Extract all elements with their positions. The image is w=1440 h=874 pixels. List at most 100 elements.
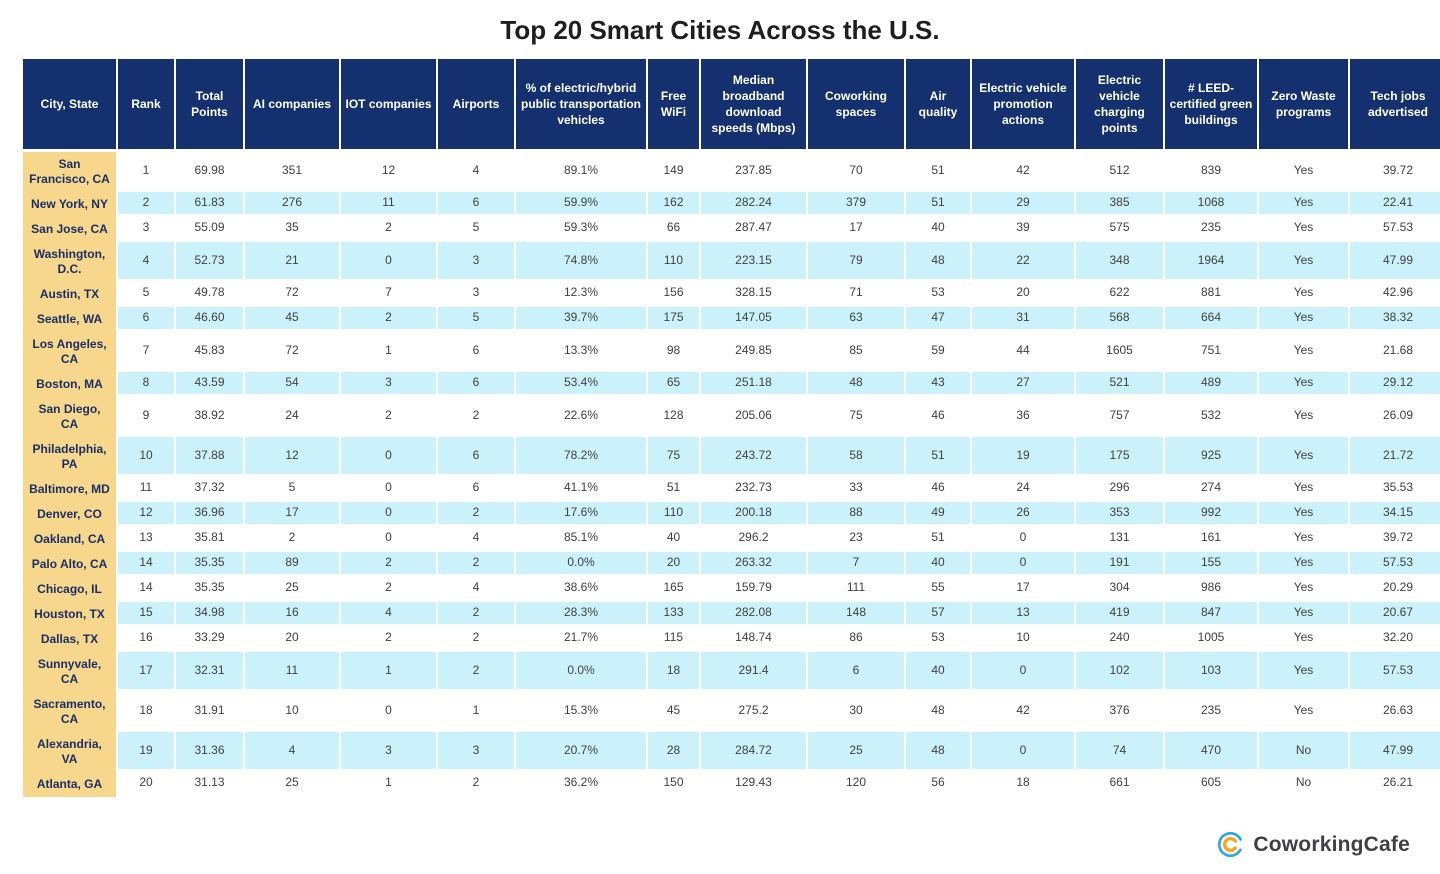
city-cell: New York, NY: [23, 192, 116, 217]
cell-coworking: 148: [808, 602, 904, 627]
cell-airports: 2: [438, 652, 514, 692]
table-row: Sacramento, CA 18 31.91 10 0 1 15.3% 45 275.2 30 4…: [23, 692, 1440, 732]
table-row: Alexandria, VA 19 31.36 4 3 3 20.7% 28 284.72 25 4…: [23, 732, 1440, 772]
cell-rank: 14: [118, 552, 174, 577]
cell-ev_charging: 622: [1076, 282, 1163, 307]
page-title: Top 20 Smart Cities Across the U.S.: [500, 15, 940, 45]
cell-coworking: 7: [808, 552, 904, 577]
cell-ev_charging: 304: [1076, 577, 1163, 602]
cell-tech_jobs: 22.41: [1350, 192, 1440, 217]
cell-airports: 2: [438, 397, 514, 437]
cell-broadband: 159.79: [701, 577, 806, 602]
cell-ai: 10: [245, 692, 339, 732]
column-header-broadband: Median broadband download speeds (Mbps): [701, 59, 806, 152]
cell-airports: 2: [438, 502, 514, 527]
cell-leed: 881: [1165, 282, 1257, 307]
city-cell: Dallas, TX: [23, 627, 116, 652]
cell-electric: 89.1%: [516, 152, 646, 192]
cell-tech_jobs: 32.20: [1350, 627, 1440, 652]
cell-zero_waste: No: [1259, 772, 1348, 797]
cell-electric: 85.1%: [516, 527, 646, 552]
cell-wifi: 162: [648, 192, 699, 217]
table-row: Oakland, CA 13 35.81 2 0 4 85.1% 40 296.2 23 51 0 13…: [23, 527, 1440, 552]
cell-ev_actions: 17: [972, 577, 1074, 602]
cell-ev_actions: 22: [972, 242, 1074, 282]
column-header-airports: Airports: [438, 59, 514, 152]
cell-zero_waste: Yes: [1259, 627, 1348, 652]
cell-broadband: 291.4: [701, 652, 806, 692]
cell-ev_actions: 42: [972, 152, 1074, 192]
cell-ev_actions: 29: [972, 192, 1074, 217]
cell-ev_actions: 18: [972, 772, 1074, 797]
cell-air: 48: [906, 732, 970, 772]
cell-broadband: 237.85: [701, 152, 806, 192]
cell-coworking: 85: [808, 332, 904, 372]
column-header-electric: % of electric/hybrid public transportati…: [516, 59, 646, 152]
cell-coworking: 58: [808, 437, 904, 477]
cell-electric: 74.8%: [516, 242, 646, 282]
cell-coworking: 6: [808, 652, 904, 692]
cell-wifi: 75: [648, 437, 699, 477]
cell-broadband: 243.72: [701, 437, 806, 477]
cell-ev_actions: 44: [972, 332, 1074, 372]
cell-zero_waste: Yes: [1259, 692, 1348, 732]
cell-tech_jobs: 26.09: [1350, 397, 1440, 437]
cell-rank: 10: [118, 437, 174, 477]
cell-leed: 235: [1165, 217, 1257, 242]
column-header-wifi: Free WiFi: [648, 59, 699, 152]
cell-leed: 605: [1165, 772, 1257, 797]
coworkingcafe-logo-icon: [1218, 831, 1244, 858]
table-row: San Jose, CA 3 55.09 35 2 5 59.3% 66 287.47 17 40 3…: [23, 217, 1440, 242]
city-cell: Chicago, IL: [23, 577, 116, 602]
cell-rank: 17: [118, 652, 174, 692]
cell-coworking: 25: [808, 732, 904, 772]
cell-ev_actions: 27: [972, 372, 1074, 397]
cell-coworking: 120: [808, 772, 904, 797]
cell-ai: 54: [245, 372, 339, 397]
cell-zero_waste: Yes: [1259, 602, 1348, 627]
cell-ai: 351: [245, 152, 339, 192]
table-row: Atlanta, GA 20 31.13 25 1 2 36.2% 150 129.43 120 5…: [23, 772, 1440, 797]
cell-points: 69.98: [176, 152, 243, 192]
cell-coworking: 23: [808, 527, 904, 552]
table-row: Austin, TX 5 49.78 72 7 3 12.3% 156 328.15 71 53 20…: [23, 282, 1440, 307]
city-cell: Palo Alto, CA: [23, 552, 116, 577]
column-header-iot: IOT companies: [341, 59, 436, 152]
cell-wifi: 45: [648, 692, 699, 732]
cell-ev_charging: 348: [1076, 242, 1163, 282]
cell-rank: 7: [118, 332, 174, 372]
cell-ev_actions: 42: [972, 692, 1074, 732]
cell-points: 36.96: [176, 502, 243, 527]
cell-tech_jobs: 29.12: [1350, 372, 1440, 397]
cell-airports: 6: [438, 192, 514, 217]
cell-rank: 4: [118, 242, 174, 282]
cell-airports: 2: [438, 627, 514, 652]
cell-tech_jobs: 47.99: [1350, 732, 1440, 772]
cell-ev_charging: 757: [1076, 397, 1163, 437]
city-cell: Los Angeles, CA: [23, 332, 116, 372]
cell-air: 46: [906, 477, 970, 502]
cell-rank: 2: [118, 192, 174, 217]
cell-wifi: 18: [648, 652, 699, 692]
cell-tech_jobs: 20.67: [1350, 602, 1440, 627]
cell-air: 51: [906, 437, 970, 477]
table-row: Los Angeles, CA 7 45.83 72 1 6 13.3% 98 249.85 85…: [23, 332, 1440, 372]
cell-rank: 16: [118, 627, 174, 652]
cell-zero_waste: Yes: [1259, 552, 1348, 577]
cell-leed: 155: [1165, 552, 1257, 577]
cell-air: 48: [906, 242, 970, 282]
cell-ai: 16: [245, 602, 339, 627]
cell-rank: 12: [118, 502, 174, 527]
cell-electric: 0.0%: [516, 652, 646, 692]
cell-zero_waste: Yes: [1259, 152, 1348, 192]
cell-iot: 2: [341, 627, 436, 652]
cell-wifi: 40: [648, 527, 699, 552]
cell-broadband: 147.05: [701, 307, 806, 332]
column-header-ev_charging: Electric vehicle charging points: [1076, 59, 1163, 152]
cell-zero_waste: Yes: [1259, 192, 1348, 217]
table-row: San Francisco, CA 1 69.98 351 12 4 89.1% 149 237…: [23, 152, 1440, 192]
cell-airports: 6: [438, 477, 514, 502]
cell-ai: 25: [245, 577, 339, 602]
cell-ev_charging: 175: [1076, 437, 1163, 477]
cell-air: 43: [906, 372, 970, 397]
